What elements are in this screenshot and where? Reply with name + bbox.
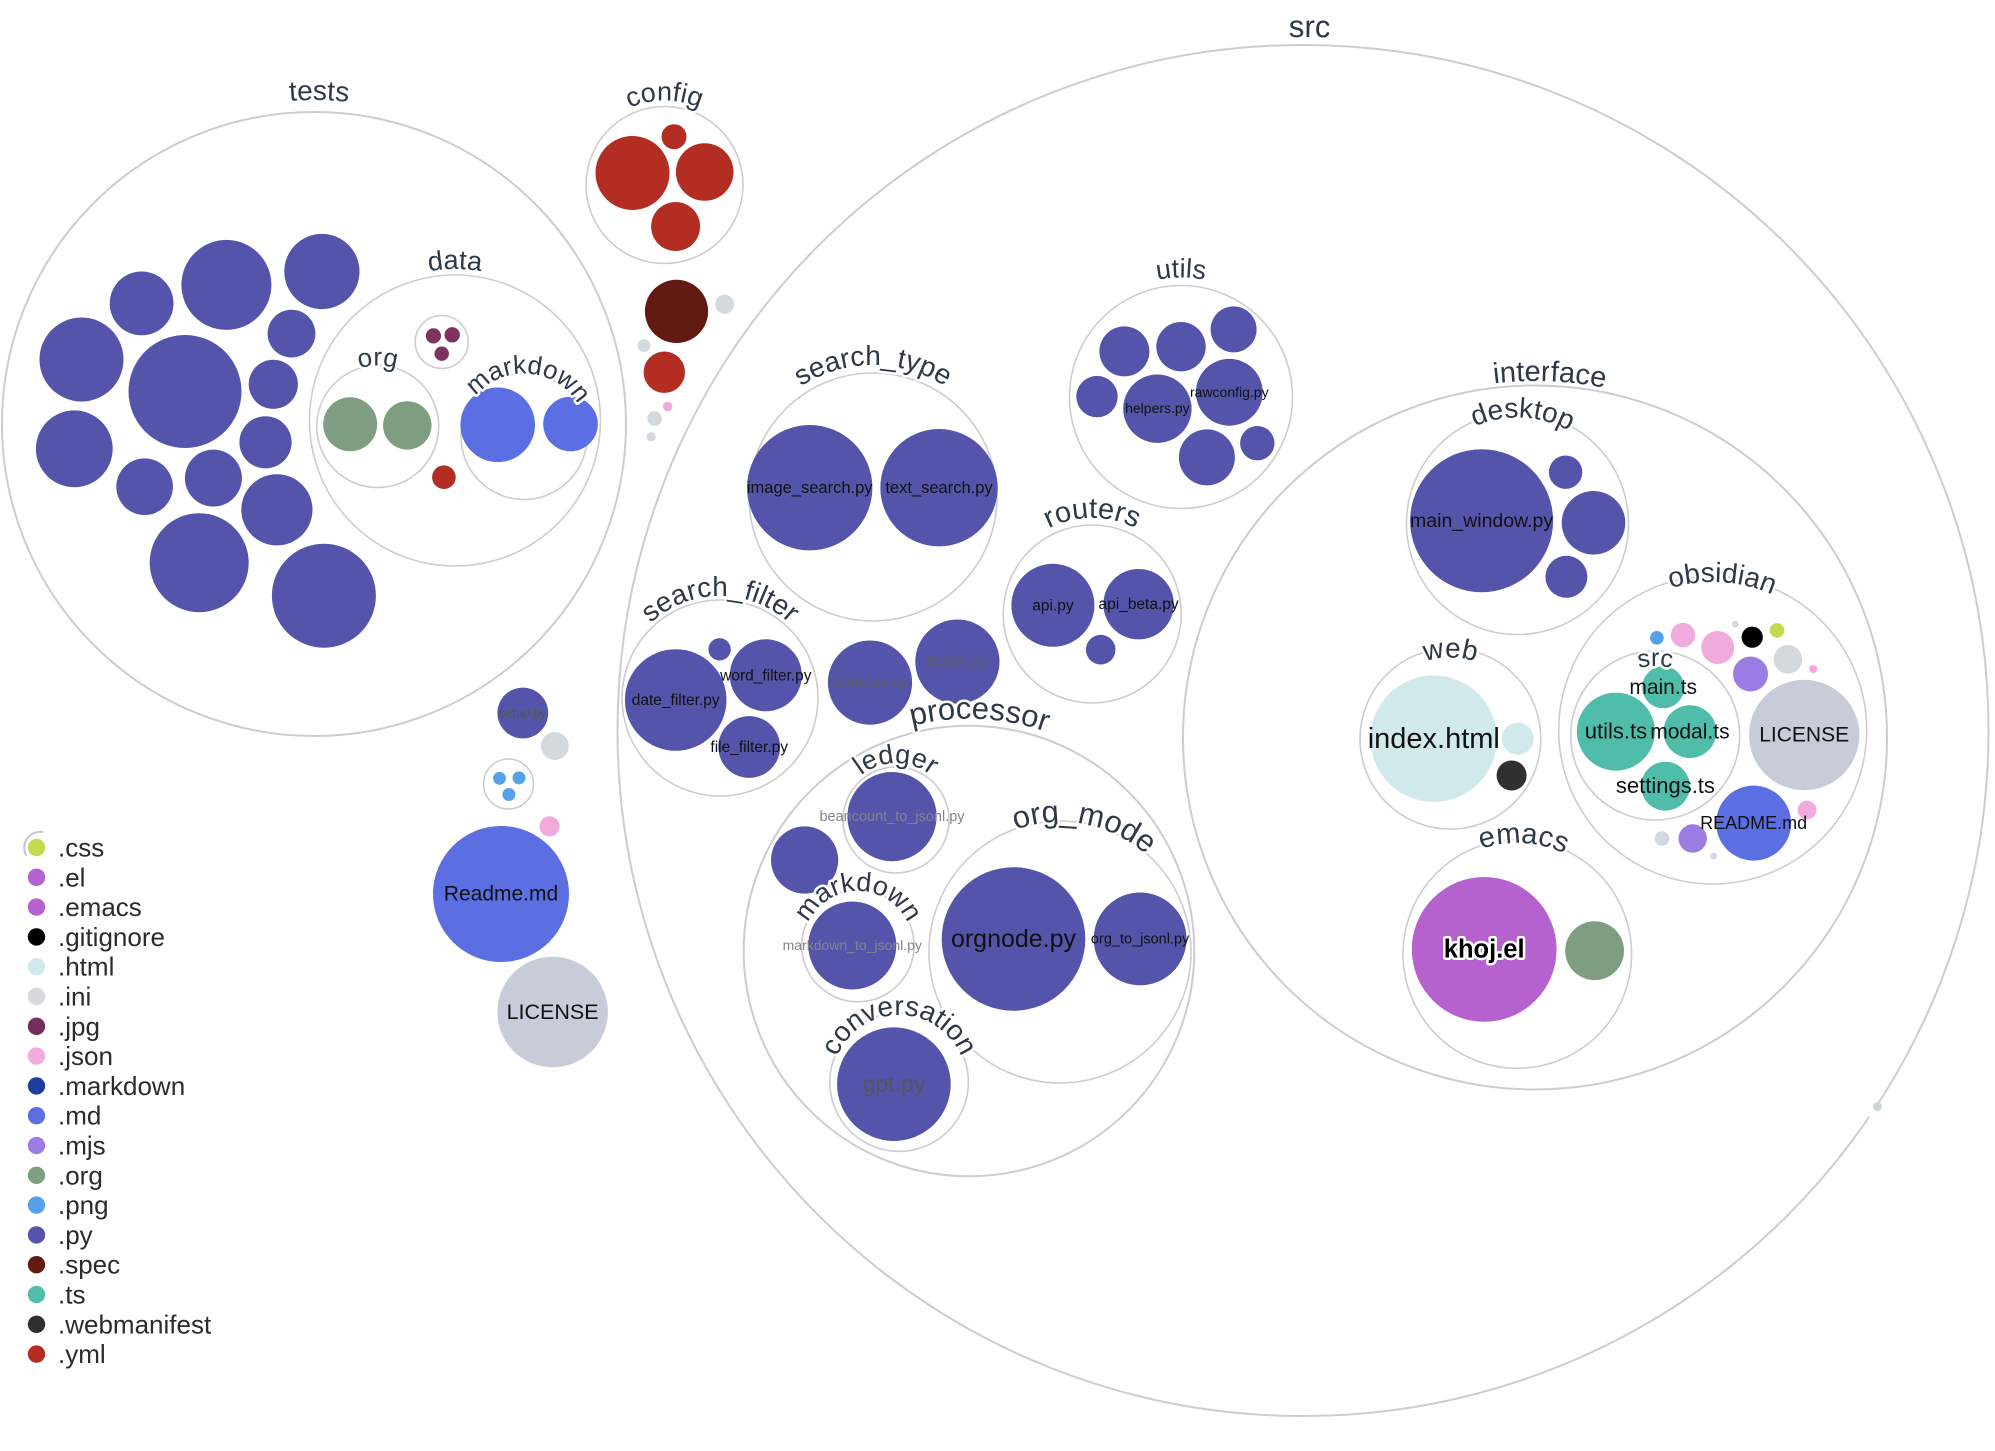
svg-text:org: org — [355, 341, 401, 373]
svg-text:api_beta.py: api_beta.py — [1099, 596, 1179, 613]
svg-text:utils: utils — [1154, 253, 1208, 285]
svg-text:settings.ts: settings.ts — [1616, 773, 1715, 798]
svg-text:LICENSE: LICENSE — [1759, 724, 1849, 747]
svg-text:date_filter.py: date_filter.py — [632, 692, 720, 709]
svg-text:.json: .json — [58, 1041, 113, 1071]
svg-text:tests: tests — [288, 75, 351, 108]
svg-text:.mjs: .mjs — [58, 1131, 106, 1161]
svg-text:.md: .md — [58, 1101, 101, 1131]
svg-text:.emacs: .emacs — [58, 892, 142, 922]
svg-text:.org: .org — [58, 1160, 103, 1190]
svg-text:src: src — [1289, 9, 1331, 45]
svg-text:file_filter.py: file_filter.py — [710, 739, 788, 756]
svg-text:word_filter.py: word_filter.py — [719, 667, 812, 684]
svg-text:markdown_to_jsonl.py: markdown_to_jsonl.py — [783, 937, 922, 953]
svg-text:text_search.py: text_search.py — [885, 479, 993, 497]
svg-text:main_window.py: main_window.py — [1410, 510, 1553, 532]
svg-text:.ini: .ini — [58, 982, 91, 1012]
svg-text:khoj.el: khoj.el — [1444, 936, 1525, 964]
svg-text:rawconfig.py: rawconfig.py — [1190, 384, 1269, 400]
svg-text:main.ts: main.ts — [1629, 676, 1697, 699]
svg-text:orgnode.py: orgnode.py — [951, 925, 1077, 953]
svg-text:helpers.py: helpers.py — [1125, 400, 1190, 416]
svg-text:.html: .html — [58, 952, 114, 982]
svg-text:.ts: .ts — [58, 1280, 85, 1310]
svg-text:.el: .el — [58, 862, 85, 892]
svg-text:.yml: .yml — [58, 1339, 106, 1369]
svg-text:utils.ts: utils.ts — [1585, 719, 1647, 744]
svg-text:src: src — [1635, 644, 1675, 674]
svg-text:api.py: api.py — [1032, 597, 1074, 614]
svg-text:configure.py: configure.py — [832, 674, 908, 690]
svg-text:Readme.md: Readme.md — [444, 883, 558, 906]
svg-text:modal.ts: modal.ts — [1650, 720, 1729, 743]
svg-text:beancount_to_jsonl.py: beancount_to_jsonl.py — [819, 809, 965, 825]
svg-text:gpt.py: gpt.py — [863, 1071, 926, 1097]
svg-text:LICENSE: LICENSE — [507, 1000, 599, 1024]
svg-text:.webmanifest: .webmanifest — [58, 1309, 212, 1339]
svg-text:setup.py: setup.py — [499, 706, 547, 720]
svg-text:.gitignore: .gitignore — [58, 922, 165, 952]
svg-text:data: data — [426, 245, 485, 277]
svg-text:.markdown: .markdown — [58, 1071, 185, 1101]
svg-text:.py: .py — [58, 1220, 93, 1250]
svg-text:main.py: main.py — [927, 651, 989, 671]
svg-text:web: web — [1419, 632, 1481, 667]
svg-text:image_search.py: image_search.py — [747, 479, 873, 497]
svg-text:.jpg: .jpg — [58, 1011, 100, 1041]
svg-text:org_to_jsonl.py: org_to_jsonl.py — [1091, 932, 1190, 948]
svg-text:.spec: .spec — [58, 1250, 120, 1280]
svg-text:.png: .png — [58, 1190, 109, 1220]
svg-text:.css: .css — [58, 833, 104, 863]
svg-text:README.md: README.md — [1700, 813, 1807, 833]
svg-text:index.html: index.html — [1368, 723, 1500, 755]
